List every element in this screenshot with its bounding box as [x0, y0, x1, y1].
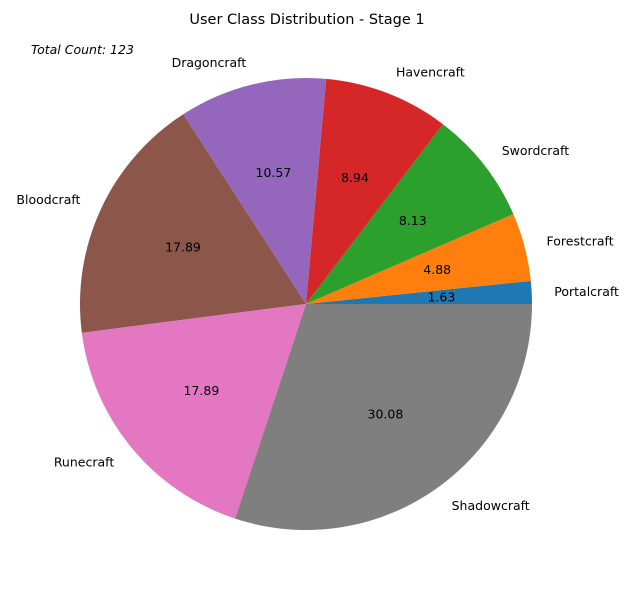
pie-slice-shadowcraft [235, 304, 532, 531]
slice-label-swordcraft: Swordcraft [502, 143, 570, 158]
slice-label-bloodcraft: Bloodcraft [16, 192, 80, 207]
slice-value-runecraft: 17.89 [184, 383, 220, 398]
pie-slice-dragoncraft [183, 77, 327, 304]
slice-value-swordcraft: 8.13 [399, 213, 427, 228]
slice-label-runecraft: Runecraft [54, 455, 115, 470]
slice-value-dragoncraft: 10.57 [256, 165, 292, 180]
pie-slice-runecraft [81, 304, 306, 519]
pie-slice-swordcraft [306, 124, 514, 304]
slice-value-portalcraft: 1.63 [427, 290, 455, 305]
slice-label-forestcraft: Forestcraft [547, 234, 614, 249]
pie-slice-forestcraft [306, 214, 531, 304]
pie-slice-bloodcraft [79, 114, 306, 333]
slice-label-shadowcraft: Shadowcraft [452, 498, 530, 513]
chart-title: User Class Distribution - Stage 1 [189, 12, 424, 28]
pie-slices [79, 77, 532, 531]
slice-value-forestcraft: 4.88 [423, 262, 451, 277]
total-count-annotation: Total Count: 123 [31, 42, 134, 57]
pie-labels: Portalcraft 1.63 Forestcraft 4.88 Swordcraft… [16, 55, 619, 513]
slice-value-shadowcraft: 30.08 [368, 406, 404, 421]
slice-label-portalcraft: Portalcraft [554, 284, 619, 299]
slice-value-bloodcraft: 17.89 [165, 239, 201, 254]
pie-slice-havencraft [306, 78, 443, 305]
slice-label-havencraft: Havencraft [396, 65, 465, 80]
slice-label-dragoncraft: Dragoncraft [172, 55, 247, 70]
pie-slice-portalcraft [306, 280, 532, 304]
slice-value-havencraft: 8.94 [341, 170, 369, 185]
